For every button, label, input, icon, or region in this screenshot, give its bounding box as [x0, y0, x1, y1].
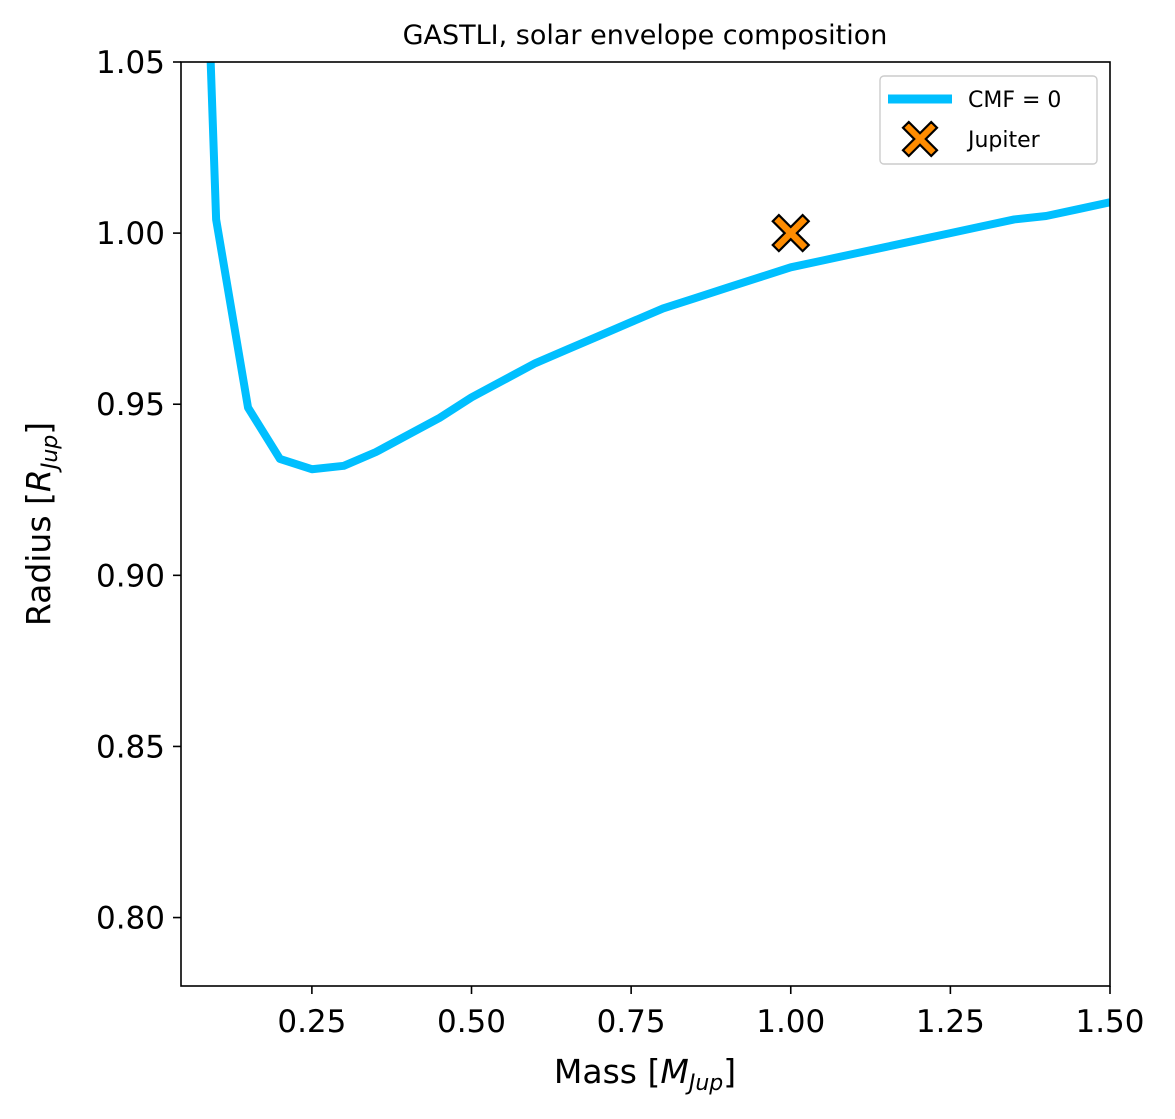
plot-area — [180, 61, 1111, 987]
legend-label-cmf: CMF = 0 — [968, 88, 1061, 113]
x-tick-label: 0.25 — [277, 1004, 346, 1040]
x-axis: 0.25 0.50 0.75 1.00 1.25 1.50 — [277, 986, 1145, 1040]
x-tick-label: 0.75 — [597, 1004, 666, 1040]
y-tick-label: 1.00 — [96, 216, 165, 252]
legend: CMF = 0 Jupiter — [879, 75, 1098, 165]
x-tick-label: 1.25 — [916, 1004, 985, 1040]
plot-frame — [180, 61, 1111, 987]
y-tick-label: 1.05 — [96, 45, 165, 81]
y-tick-label: 0.90 — [96, 558, 165, 594]
y-axis-label: Radius [RJup] — [19, 422, 63, 626]
legend-swatch-jupiter-marker — [901, 120, 939, 158]
x-tick-label: 1.50 — [1075, 1004, 1144, 1040]
y-tick-label: 0.80 — [96, 901, 165, 937]
x-tick-label: 1.00 — [756, 1004, 825, 1040]
x-axis-label: Mass [MJup] — [554, 1052, 736, 1096]
y-tick-label: 0.95 — [96, 387, 165, 423]
x-tick-label: 0.50 — [437, 1004, 506, 1040]
series-line-cmf-0 — [206, 62, 1110, 474]
chart-title: GASTLI, solar envelope composition — [403, 20, 888, 51]
legend-marker-x-icon — [901, 120, 939, 158]
legend-label-jupiter: Jupiter — [966, 128, 1041, 153]
y-axis: 0.80 0.85 0.90 0.95 1.00 1.05 — [96, 45, 181, 937]
data-point-jupiter — [771, 213, 811, 253]
y-tick-label: 0.85 — [96, 729, 165, 765]
